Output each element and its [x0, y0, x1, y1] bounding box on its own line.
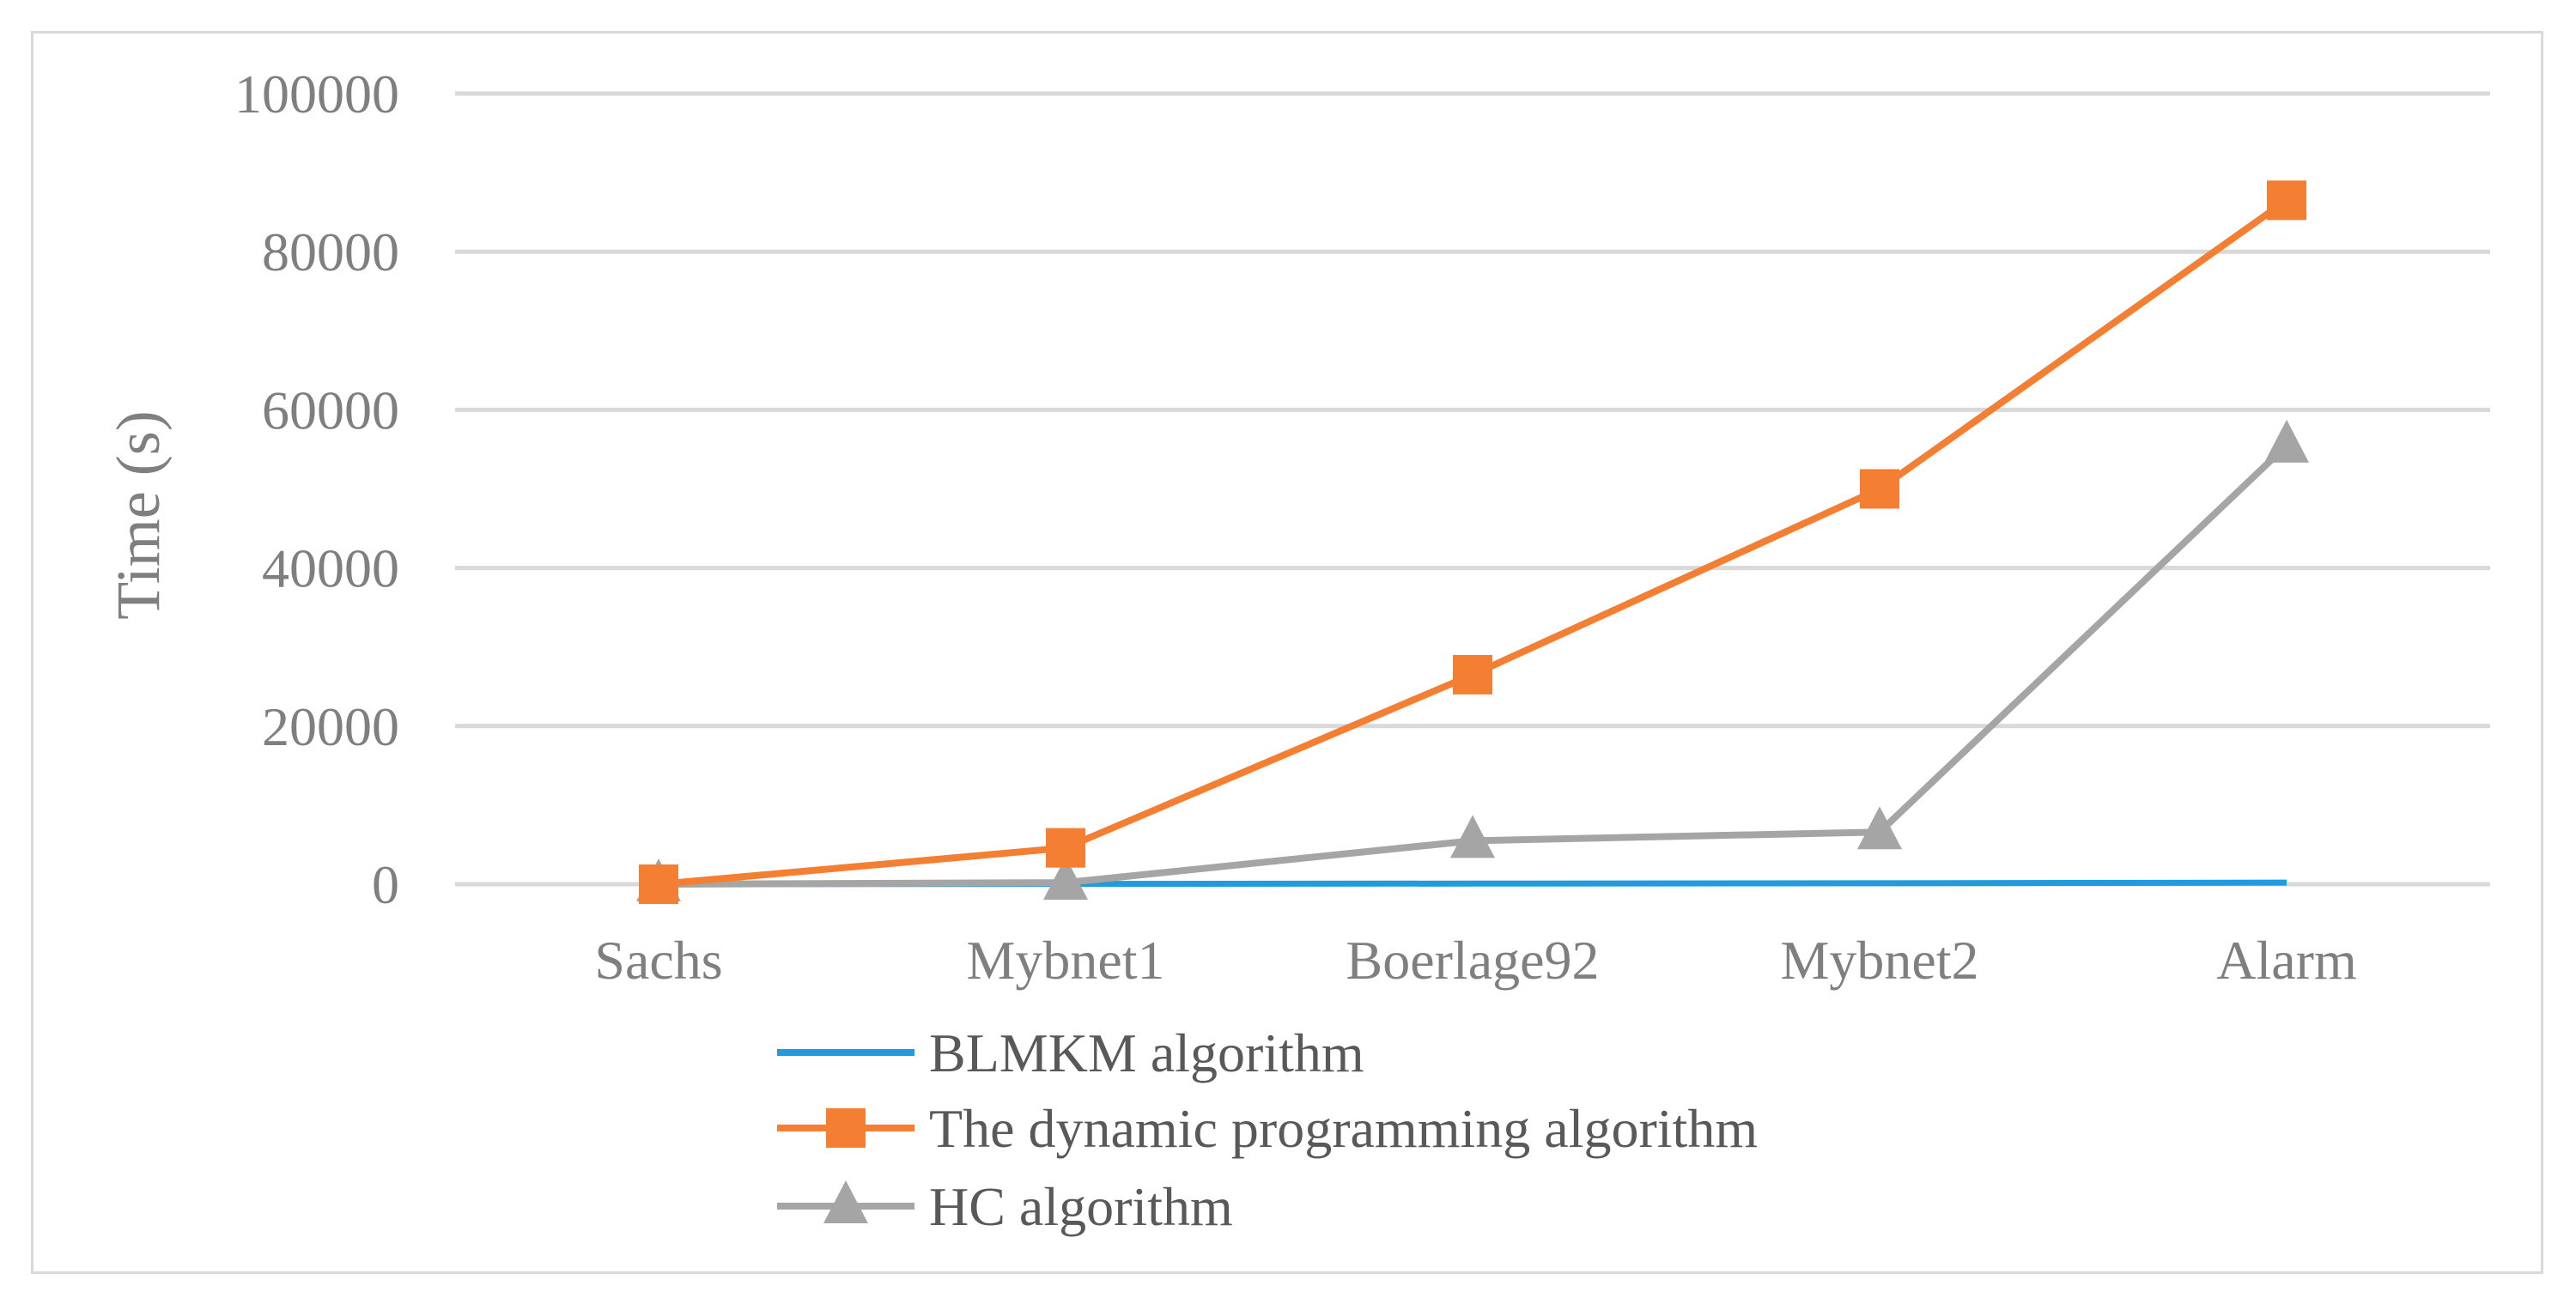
y-tick-label: 40000 — [262, 538, 399, 599]
legend-label: The dynamic programming algorithm — [929, 1098, 1758, 1159]
x-category-label: Mybnet2 — [1780, 930, 1978, 991]
data-point-square — [639, 864, 678, 904]
y-axis-ticks: 0 20000 40000 60000 80000 100000 — [234, 64, 399, 915]
y-tick-label: 100000 — [234, 64, 399, 124]
y-tick-label: 0 — [372, 854, 399, 915]
series-line — [658, 197, 2289, 888]
y-tick-label: 80000 — [262, 221, 399, 282]
data-point-triangle — [1857, 806, 1902, 850]
legend-label: BLMKM algorithm — [929, 1022, 1364, 1083]
legend-item: BLMKM algorithm — [777, 1022, 1364, 1083]
data-point-triangle — [1450, 815, 1495, 858]
legend-item: The dynamic programming algorithm — [777, 1098, 1758, 1159]
x-category-label: Mybnet1 — [966, 930, 1164, 991]
series-the-dynamic-programming-algorithm — [639, 180, 2306, 904]
y-tick-label: 60000 — [262, 379, 399, 440]
legend-marker-square — [826, 1108, 866, 1148]
data-point-square — [2267, 180, 2306, 221]
legend: BLMKM algorithm The dynamic programming a… — [777, 1022, 1758, 1237]
data-point-triangle — [1043, 857, 1088, 901]
y-axis-label: Time (s) — [104, 410, 173, 619]
y-tick-label: 20000 — [262, 696, 399, 757]
data-point-triangle — [2264, 419, 2309, 463]
gridlines — [455, 91, 2490, 887]
data-point-square — [1453, 654, 1492, 694]
x-category-label: Sachs — [594, 930, 722, 991]
series-layer — [636, 180, 2309, 904]
x-category-label: Alarm — [2216, 930, 2357, 991]
data-point-square — [1860, 469, 1899, 509]
legend-marker-triangle — [823, 1180, 868, 1223]
x-category-label: Boerlage92 — [1346, 930, 1600, 991]
legend-label: HC algorithm — [929, 1176, 1233, 1237]
data-point-square — [1046, 828, 1085, 868]
legend-item: HC algorithm — [777, 1176, 1233, 1237]
x-axis-categories: Sachs Mybnet1 Boerlage92 Mybnet2 Alarm — [594, 930, 2356, 991]
chart-frame — [31, 31, 2543, 1274]
